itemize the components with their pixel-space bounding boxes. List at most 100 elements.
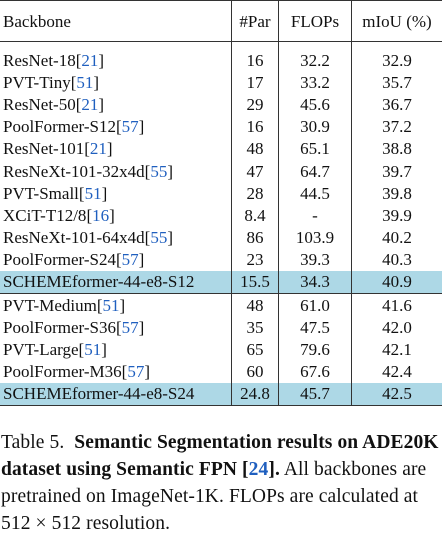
table-caption: Table 5. Semantic Segmentation results o… bbox=[1, 429, 441, 537]
citation-link[interactable]: 51 bbox=[84, 340, 101, 359]
backbone-cell: PVT-Medium[51] bbox=[0, 294, 232, 317]
par-cell: 48 bbox=[232, 138, 279, 160]
header-row: Backbone #Par FLOPs mIoU (%) bbox=[0, 1, 442, 42]
backbone-cell: PoolFormer-M36[57] bbox=[0, 361, 232, 383]
citation-link[interactable]: 51 bbox=[76, 73, 93, 92]
results-table: Backbone #Par FLOPs mIoU (%) ResNet-18[2… bbox=[0, 0, 442, 406]
backbone-name: ResNeXt-101-32x4d bbox=[3, 162, 145, 181]
backbone-name: ResNeXt-101-64x4d bbox=[3, 228, 145, 247]
flops-cell: 45.6 bbox=[279, 93, 352, 115]
spacer-row bbox=[0, 42, 442, 50]
flops-cell: - bbox=[279, 204, 352, 226]
backbone-cell: PoolFormer-S24[57] bbox=[0, 249, 232, 271]
citation-link[interactable]: 16 bbox=[92, 206, 109, 225]
flops-cell: 30.9 bbox=[279, 116, 352, 138]
backbone-cell: ResNet-18[21] bbox=[0, 49, 232, 71]
par-cell: 60 bbox=[232, 361, 279, 383]
miou-cell: 42.0 bbox=[352, 316, 442, 338]
miou-cell: 42.1 bbox=[352, 338, 442, 360]
miou-cell: 36.7 bbox=[352, 93, 442, 115]
miou-cell: 40.2 bbox=[352, 227, 442, 249]
flops-cell: 44.5 bbox=[279, 182, 352, 204]
caption-title-end: . bbox=[275, 459, 280, 480]
par-cell: 15.5 bbox=[232, 271, 279, 294]
backbone-name: PoolFormer-S36 bbox=[3, 318, 116, 337]
backbone-name: SCHEMEformer-44-e8-S12 bbox=[3, 272, 194, 291]
miou-cell: 37.2 bbox=[352, 116, 442, 138]
backbone-name: PVT-Tiny bbox=[3, 73, 71, 92]
backbone-name: PoolFormer-S12 bbox=[3, 117, 116, 136]
miou-cell: 42.5 bbox=[352, 383, 442, 406]
par-cell: 86 bbox=[232, 227, 279, 249]
citation-link[interactable]: 51 bbox=[103, 296, 120, 315]
par-cell: 17 bbox=[232, 71, 279, 93]
citation-link[interactable]: 51 bbox=[85, 184, 102, 203]
backbone-cell: PoolFormer-S36[57] bbox=[0, 316, 232, 338]
citation-link[interactable]: 21 bbox=[81, 51, 98, 70]
backbone-cell: ResNet-50[21] bbox=[0, 93, 232, 115]
caption-label: Table 5. bbox=[1, 432, 64, 453]
flops-cell: 32.2 bbox=[279, 49, 352, 71]
miou-cell: 32.9 bbox=[352, 49, 442, 71]
par-cell: 28 bbox=[232, 182, 279, 204]
citation-link[interactable]: 21 bbox=[90, 139, 107, 158]
backbone-name: ResNet-18 bbox=[3, 51, 76, 70]
citation-link[interactable]: 55 bbox=[150, 162, 167, 181]
miou-cell: 39.9 bbox=[352, 204, 442, 226]
flops-cell: 34.3 bbox=[279, 271, 352, 294]
caption-citation[interactable]: 24 bbox=[249, 459, 269, 480]
citation-link[interactable]: 57 bbox=[122, 318, 139, 337]
backbone-name: ResNet-101 bbox=[3, 139, 84, 158]
flops-cell: 64.7 bbox=[279, 160, 352, 182]
backbone-cell: XCiT-T12/8[16] bbox=[0, 204, 232, 226]
flops-cell: 33.2 bbox=[279, 71, 352, 93]
backbone-name: PVT-Small bbox=[3, 184, 79, 203]
backbone-name: PVT-Medium bbox=[3, 296, 97, 315]
par-cell: 24.8 bbox=[232, 383, 279, 406]
flops-cell: 47.5 bbox=[279, 316, 352, 338]
citation-link[interactable]: 57 bbox=[127, 362, 144, 381]
flops-cell: 103.9 bbox=[279, 227, 352, 249]
miou-cell: 40.3 bbox=[352, 249, 442, 271]
backbone-cell: ResNeXt-101-64x4d[55] bbox=[0, 227, 232, 249]
backbone-cell: ResNeXt-101-32x4d[55] bbox=[0, 160, 232, 182]
citation-link[interactable]: 55 bbox=[150, 228, 167, 247]
par-cell: 23 bbox=[232, 249, 279, 271]
par-cell: 16 bbox=[232, 49, 279, 71]
backbone-cell: SCHEMEformer-44-e8-S24 bbox=[0, 383, 232, 406]
header-miou: mIoU (%) bbox=[352, 1, 442, 42]
citation-link[interactable]: 57 bbox=[122, 117, 139, 136]
flops-cell: 67.6 bbox=[279, 361, 352, 383]
citation-link[interactable]: 21 bbox=[81, 95, 98, 114]
backbone-cell: SCHEMEformer-44-e8-S12 bbox=[0, 271, 232, 294]
miou-cell: 42.4 bbox=[352, 361, 442, 383]
table-row: XCiT-T12/8[16]8.4-39.9 bbox=[0, 204, 442, 226]
backbone-name: ResNet-50 bbox=[3, 95, 76, 114]
citation-link[interactable]: 57 bbox=[122, 250, 139, 269]
flops-cell: 79.6 bbox=[279, 338, 352, 360]
par-cell: 47 bbox=[232, 160, 279, 182]
header-par: #Par bbox=[232, 1, 279, 42]
miou-cell: 41.6 bbox=[352, 294, 442, 317]
header-backbone: Backbone bbox=[0, 1, 232, 42]
backbone-name: PVT-Large bbox=[3, 340, 79, 359]
par-cell: 16 bbox=[232, 116, 279, 138]
miou-cell: 39.7 bbox=[352, 160, 442, 182]
par-cell: 29 bbox=[232, 93, 279, 115]
backbone-cell: PVT-Large[51] bbox=[0, 338, 232, 360]
backbone-cell: ResNet-101[21] bbox=[0, 138, 232, 160]
flops-cell: 65.1 bbox=[279, 138, 352, 160]
miou-cell: 38.8 bbox=[352, 138, 442, 160]
